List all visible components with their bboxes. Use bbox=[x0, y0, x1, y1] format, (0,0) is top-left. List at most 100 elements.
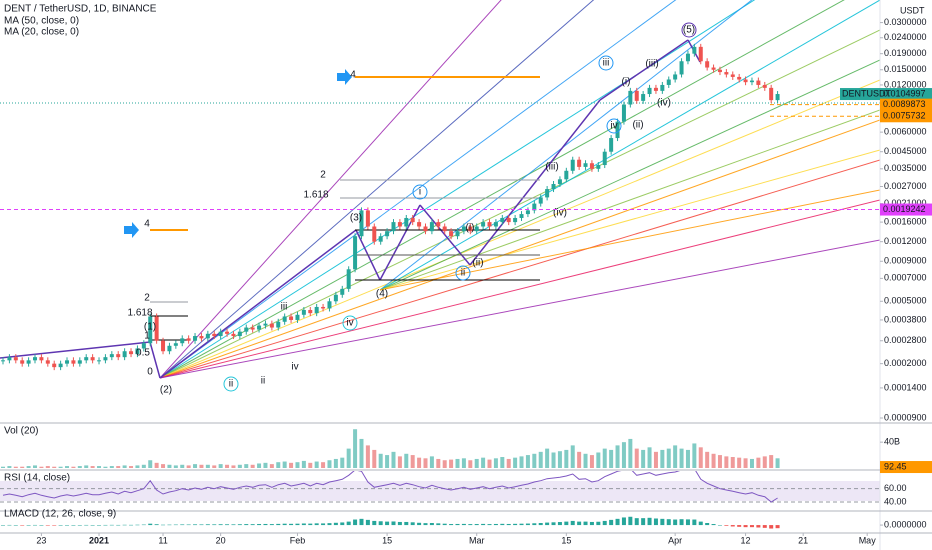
macd-bar bbox=[685, 519, 690, 526]
wave-label: 2 bbox=[320, 170, 326, 181]
candle bbox=[474, 226, 479, 232]
candle bbox=[378, 236, 383, 242]
volume-bar bbox=[39, 466, 44, 468]
candle bbox=[167, 345, 172, 352]
macd-bar bbox=[609, 519, 614, 526]
wave-circle bbox=[598, 55, 614, 71]
macd-bar bbox=[218, 524, 223, 526]
volume-bar bbox=[295, 462, 300, 468]
macd-bar bbox=[679, 519, 684, 526]
macd-bar bbox=[641, 518, 646, 526]
volume-bar bbox=[103, 466, 108, 468]
y-tick-label: 0.0001400 bbox=[884, 382, 927, 392]
candle bbox=[359, 210, 364, 237]
macd-bar bbox=[212, 524, 217, 526]
macd-bar bbox=[90, 525, 95, 526]
macd-bar bbox=[404, 521, 409, 526]
macd-bar bbox=[474, 524, 479, 526]
volume-bar bbox=[525, 455, 530, 468]
wave-label: 4 bbox=[350, 70, 356, 81]
candle bbox=[538, 197, 543, 204]
macd-bar bbox=[564, 521, 569, 526]
volume-bar bbox=[653, 451, 658, 468]
macd-bar bbox=[436, 523, 441, 526]
candle bbox=[410, 217, 415, 223]
volume-bar bbox=[589, 455, 594, 468]
volume-bar bbox=[666, 448, 671, 468]
volume-bar bbox=[167, 464, 172, 468]
macd-bar bbox=[660, 518, 665, 526]
volume-bar bbox=[705, 451, 710, 468]
macd-bar bbox=[250, 524, 255, 526]
volume-bar bbox=[602, 448, 607, 468]
macd-bar bbox=[705, 523, 710, 526]
volume-bar bbox=[77, 466, 82, 468]
wave-label: (4) bbox=[376, 289, 388, 300]
volume-bar bbox=[493, 458, 498, 468]
macd-bar bbox=[84, 524, 89, 526]
y-tick-label: 0.0190000 bbox=[884, 48, 927, 58]
candle bbox=[711, 67, 716, 70]
volume-bar bbox=[173, 465, 178, 468]
macd-bar bbox=[45, 525, 50, 526]
x-tick-label: Mar bbox=[469, 535, 485, 545]
volume-bar bbox=[775, 458, 780, 468]
candle bbox=[186, 338, 191, 341]
y-tick-label: 0.0012000 bbox=[884, 236, 927, 246]
macd-bar bbox=[199, 524, 204, 526]
volume-bar bbox=[20, 466, 25, 468]
candle bbox=[250, 327, 255, 330]
volume-bar bbox=[442, 460, 447, 468]
candle bbox=[193, 336, 198, 341]
macd-bar bbox=[276, 523, 281, 526]
volume-bar bbox=[743, 458, 748, 468]
candle bbox=[564, 170, 569, 180]
candle bbox=[269, 323, 274, 328]
volume-bar bbox=[557, 451, 562, 468]
volume-bar bbox=[340, 457, 345, 468]
macd-bar bbox=[429, 523, 434, 526]
candle bbox=[180, 338, 185, 344]
candle bbox=[404, 217, 409, 227]
candle bbox=[231, 333, 236, 337]
macd-bar bbox=[698, 521, 703, 526]
volume-bar bbox=[346, 448, 351, 468]
macd-bar bbox=[365, 519, 370, 526]
fib-fan-line bbox=[159, 0, 502, 379]
volume-bar bbox=[141, 464, 146, 468]
macd-bar bbox=[257, 524, 262, 526]
candle bbox=[391, 222, 396, 232]
candle bbox=[577, 159, 582, 167]
volume-bar bbox=[673, 445, 678, 468]
symbol-tag-label: DENTUSDT bbox=[842, 88, 892, 98]
volume-bar bbox=[353, 429, 358, 468]
macd-bar bbox=[353, 519, 358, 526]
macd-bar bbox=[717, 525, 722, 526]
candle bbox=[673, 74, 678, 80]
macd-bar bbox=[481, 523, 486, 526]
candle bbox=[417, 222, 422, 227]
fib-fan-line bbox=[159, 0, 845, 379]
volume-bar bbox=[583, 453, 588, 468]
x-tick-label: 11 bbox=[158, 535, 167, 545]
macd-bar bbox=[308, 523, 313, 526]
volume-bar bbox=[455, 458, 460, 468]
macd-bar bbox=[103, 524, 108, 526]
macd-bar bbox=[397, 521, 402, 526]
candle bbox=[685, 53, 690, 62]
wave-label: (i) bbox=[466, 223, 475, 234]
candle bbox=[84, 357, 89, 361]
candle bbox=[519, 214, 524, 218]
candle bbox=[468, 226, 473, 232]
volume-bar bbox=[410, 455, 415, 468]
volume-bar bbox=[500, 457, 505, 468]
wave-label: (3) bbox=[350, 213, 362, 224]
candle bbox=[346, 269, 351, 289]
macd-bar bbox=[545, 522, 550, 526]
macd-bar bbox=[551, 522, 556, 526]
macd-bar bbox=[653, 518, 658, 526]
candle bbox=[653, 87, 658, 91]
